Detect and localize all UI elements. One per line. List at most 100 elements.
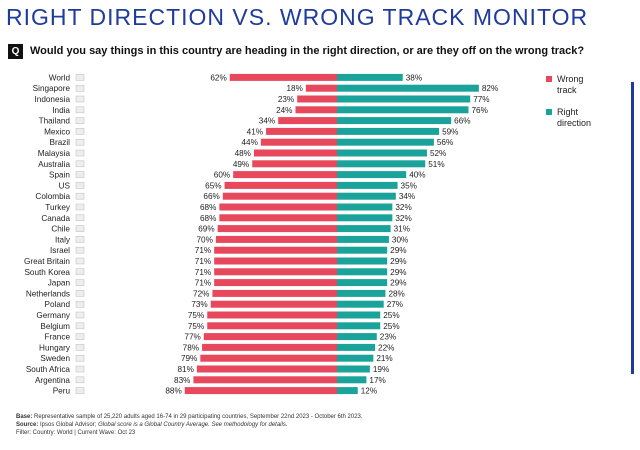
flag-icon-thailand xyxy=(75,117,85,124)
accent-bar xyxy=(631,82,634,374)
country-label-colombia: Colombia xyxy=(35,192,70,201)
value-label-right-malaysia: 52% xyxy=(430,149,446,158)
flag-icon-world xyxy=(75,74,85,81)
value-label-wrong-great-britain: 71% xyxy=(195,257,211,266)
flag-icon-mexico xyxy=(75,128,85,135)
bar-wrong-poland xyxy=(210,300,337,308)
bar-right-france xyxy=(337,333,377,341)
value-label-right-india: 76% xyxy=(471,106,487,115)
country-label-mexico: Mexico xyxy=(44,127,70,136)
bar-wrong-brazil xyxy=(260,138,337,146)
country-label-netherlands: Netherlands xyxy=(26,289,70,298)
value-label-right-turkey: 32% xyxy=(395,203,411,212)
footer-source-text: Ipsos Global Advisor; xyxy=(40,422,97,428)
country-label-belgium: Belgium xyxy=(40,322,70,331)
bar-right-chile xyxy=(337,225,391,233)
country-label-canada: Canada xyxy=(41,214,70,223)
country-label-israel: Israel xyxy=(50,246,70,255)
bar-wrong-us xyxy=(224,181,337,189)
bar-right-germany xyxy=(337,311,381,319)
bar-wrong-great-britain xyxy=(214,257,337,265)
value-label-wrong-south-korea: 71% xyxy=(195,268,211,277)
bar-right-thailand xyxy=(337,117,452,125)
flag-icon-brazil xyxy=(75,138,85,146)
bar-right-japan xyxy=(337,279,388,287)
bar-right-canada xyxy=(337,214,393,222)
value-label-wrong-poland: 73% xyxy=(191,300,207,309)
country-label-spain: Spain xyxy=(49,171,70,180)
value-label-wrong-indonesia: 23% xyxy=(278,95,294,104)
bar-right-netherlands xyxy=(337,289,386,297)
flag-icon-italy xyxy=(75,236,85,243)
flag-icon-hungary xyxy=(75,344,85,351)
flag-icon-sweden xyxy=(75,354,85,362)
value-label-right-south-africa: 19% xyxy=(373,365,389,374)
country-label-world: World xyxy=(49,73,71,82)
footer-base-text: Representative sample of 25,220 adults a… xyxy=(34,414,363,420)
flag-icon-chile xyxy=(75,225,85,232)
bar-wrong-germany xyxy=(207,311,337,319)
bar-wrong-argentina xyxy=(193,376,337,384)
bar-right-us xyxy=(337,181,398,189)
value-label-wrong-chile: 69% xyxy=(198,225,214,234)
country-label-india: India xyxy=(52,106,70,115)
value-label-wrong-turkey: 68% xyxy=(200,203,216,212)
country-label-chile: Chile xyxy=(51,225,70,234)
bar-right-singapore xyxy=(337,84,479,92)
country-label-malaysia: Malaysia xyxy=(38,149,71,158)
bar-wrong-colombia xyxy=(222,192,337,200)
bar-right-great-britain xyxy=(337,257,388,265)
footer: Base: Representative sample of 25,220 ad… xyxy=(16,413,363,437)
value-label-wrong-colombia: 66% xyxy=(203,192,219,201)
bar-wrong-israel xyxy=(214,246,337,254)
value-label-wrong-india: 24% xyxy=(276,106,292,115)
value-label-wrong-italy: 70% xyxy=(197,235,213,244)
value-label-right-south-korea: 29% xyxy=(390,268,406,277)
value-label-wrong-belgium: 75% xyxy=(188,322,204,331)
flag-icon-south-africa xyxy=(75,365,85,373)
country-label-thailand: Thailand xyxy=(39,117,71,126)
flag-icon-us xyxy=(75,182,85,189)
country-label-south-africa: South Africa xyxy=(26,365,71,374)
value-label-right-israel: 29% xyxy=(390,246,406,255)
bar-right-mexico xyxy=(337,127,440,135)
value-label-right-world: 38% xyxy=(406,73,422,82)
flag-icon-canada xyxy=(75,214,85,222)
bar-right-sweden xyxy=(337,354,374,362)
value-label-wrong-south-africa: 81% xyxy=(177,365,193,374)
value-label-right-indonesia: 77% xyxy=(473,95,489,104)
country-label-singapore: Singapore xyxy=(33,84,71,93)
flag-icon-israel xyxy=(75,246,85,254)
page-title: RIGHT DIRECTION VS. WRONG TRACK MONITOR xyxy=(6,4,589,30)
country-label-indonesia: Indonesia xyxy=(34,95,70,104)
flag-icon-turkey xyxy=(75,203,85,211)
value-label-wrong-spain: 60% xyxy=(214,171,230,180)
bar-right-spain xyxy=(337,171,407,179)
country-label-france: France xyxy=(45,333,71,342)
flag-icon-indonesia xyxy=(75,95,85,103)
bar-right-colombia xyxy=(337,192,396,200)
country-label-peru: Peru xyxy=(53,387,71,396)
flag-icon-poland xyxy=(75,300,85,308)
country-label-brazil: Brazil xyxy=(50,138,71,147)
bar-wrong-chile xyxy=(217,225,337,233)
bar-wrong-belgium xyxy=(207,322,337,330)
flag-icon-australia xyxy=(75,160,85,168)
bar-wrong-spain xyxy=(233,171,337,179)
value-label-right-singapore: 82% xyxy=(482,84,498,93)
value-label-right-peru: 12% xyxy=(361,387,377,396)
value-label-wrong-thailand: 34% xyxy=(259,117,275,126)
question-badge: Q xyxy=(8,44,23,59)
bar-wrong-sweden xyxy=(200,354,337,362)
country-label-australia: Australia xyxy=(38,160,70,169)
legend-swatch-right xyxy=(546,109,552,115)
bar-wrong-mexico xyxy=(266,127,337,135)
bar-wrong-italy xyxy=(215,235,337,243)
bar-right-indonesia xyxy=(337,95,471,103)
flag-icon-south-korea xyxy=(75,268,85,276)
value-label-right-belgium: 25% xyxy=(383,322,399,331)
country-label-turkey: Turkey xyxy=(45,203,71,212)
bar-wrong-australia xyxy=(252,160,337,168)
value-label-wrong-brazil: 44% xyxy=(241,138,257,147)
bar-right-australia xyxy=(337,160,426,168)
